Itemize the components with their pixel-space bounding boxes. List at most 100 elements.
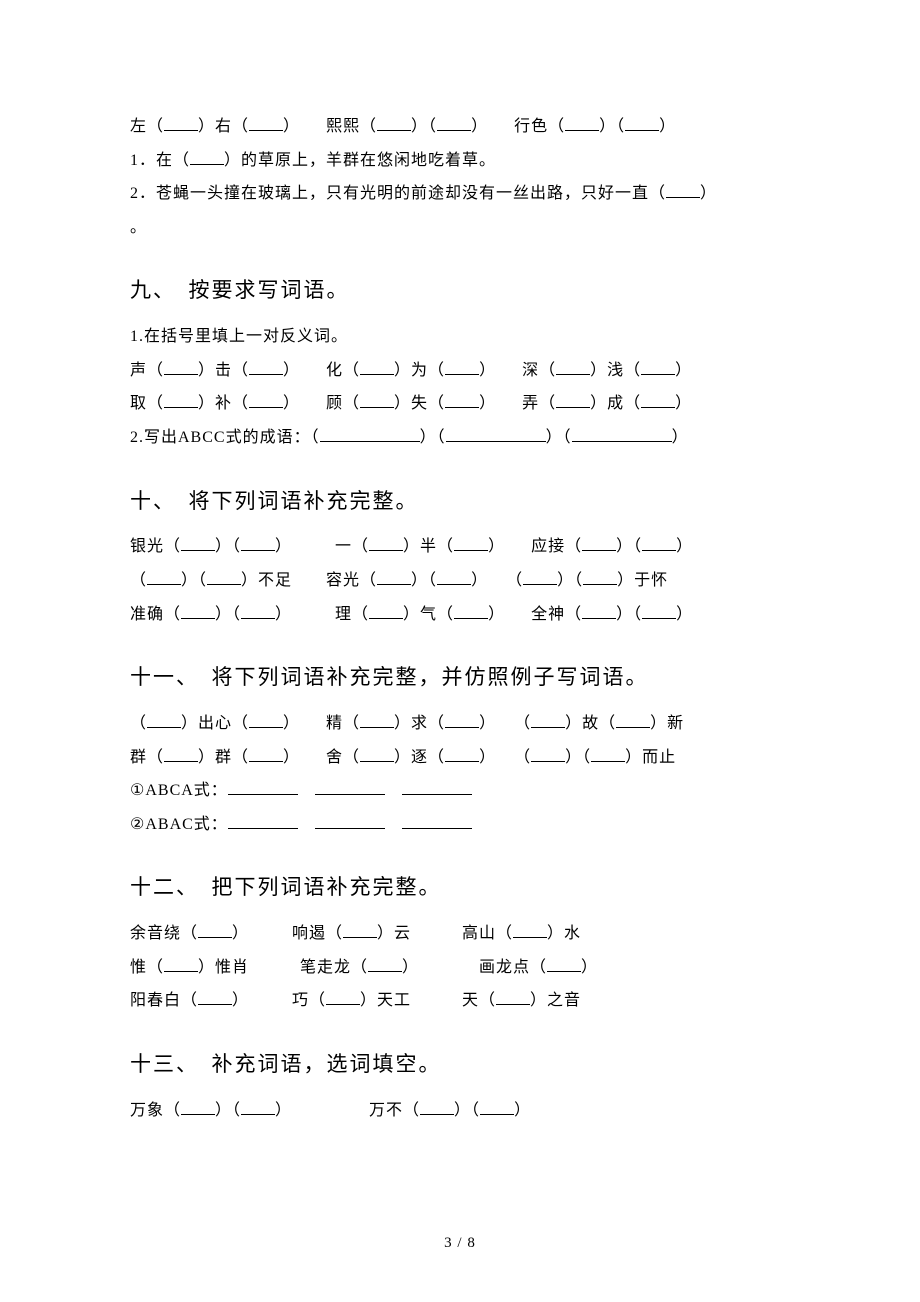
fill-blank[interactable] <box>377 114 411 131</box>
fill-blank[interactable] <box>454 534 488 551</box>
fill-blank[interactable] <box>445 358 479 375</box>
fill-blank[interactable] <box>181 602 215 619</box>
fill-blank[interactable] <box>249 391 283 408</box>
text: 银光（ <box>130 538 181 555</box>
fill-blank[interactable] <box>360 711 394 728</box>
fill-blank[interactable] <box>437 114 471 131</box>
fill-blank[interactable] <box>641 358 675 375</box>
text: ）（ <box>454 1102 480 1119</box>
fill-blank[interactable] <box>249 358 283 375</box>
fill-blank[interactable] <box>591 745 625 762</box>
fill-blank[interactable] <box>565 114 599 131</box>
fill-blank[interactable] <box>583 568 617 585</box>
fill-blank[interactable] <box>164 955 198 972</box>
text: ） 熙熙（ <box>283 118 377 135</box>
fill-blank[interactable] <box>164 745 198 762</box>
fill-blank[interactable] <box>241 1098 275 1115</box>
fill-blank[interactable] <box>402 778 472 795</box>
fill-blank[interactable] <box>369 534 403 551</box>
fill-blank[interactable] <box>147 711 181 728</box>
text: ） 顾（ <box>283 395 360 412</box>
fill-blank[interactable] <box>241 602 275 619</box>
fill-blank[interactable] <box>315 778 385 795</box>
fill-blank[interactable] <box>147 568 181 585</box>
fill-blank[interactable] <box>164 391 198 408</box>
text: ）气（ <box>403 606 454 623</box>
fill-blank[interactable] <box>181 534 215 551</box>
fill-blank[interactable] <box>377 568 411 585</box>
fill-blank[interactable] <box>369 602 403 619</box>
fill-blank[interactable] <box>556 358 590 375</box>
text: ）（ <box>565 749 591 766</box>
sec11-pattern1: ①ABCA式： <box>130 774 790 808</box>
text: ） <box>659 118 676 135</box>
text: 惟（ <box>130 959 164 976</box>
fill-blank[interactable] <box>198 988 232 1005</box>
fill-blank[interactable] <box>531 711 565 728</box>
fill-blank[interactable] <box>198 921 232 938</box>
fill-blank[interactable] <box>642 602 676 619</box>
text: ）（ <box>215 538 241 555</box>
fill-blank[interactable] <box>249 745 283 762</box>
worksheet-page: 左（）右（） 熙熙（）（） 行色（）（） 1．在（）的草原上，羊群在悠闲地吃着草… <box>0 0 920 1302</box>
fill-blank[interactable] <box>445 391 479 408</box>
section-9-heading: 九、 按要求写词语。 <box>130 272 790 310</box>
sec12-row3: 阳春白（） 巧（）天工 天（）之音 <box>130 984 790 1018</box>
fill-blank[interactable] <box>368 955 402 972</box>
fill-blank[interactable] <box>320 425 420 442</box>
fill-blank[interactable] <box>190 148 224 165</box>
fill-blank[interactable] <box>496 988 530 1005</box>
fill-blank[interactable] <box>249 114 283 131</box>
text: ） <box>581 959 598 976</box>
fill-blank[interactable] <box>523 568 557 585</box>
text: ）出心（ <box>181 715 249 732</box>
fill-blank[interactable] <box>164 114 198 131</box>
fill-blank[interactable] <box>547 955 581 972</box>
fill-blank[interactable] <box>582 602 616 619</box>
fill-blank[interactable] <box>666 181 700 198</box>
fill-blank[interactable] <box>616 711 650 728</box>
text: ） 万不（ <box>275 1102 420 1119</box>
fill-blank[interactable] <box>582 534 616 551</box>
fill-blank[interactable] <box>343 921 377 938</box>
fill-blank[interactable] <box>642 534 676 551</box>
fill-blank[interactable] <box>360 391 394 408</box>
fill-blank[interactable] <box>228 812 298 829</box>
sec11-row1: （）出心（） 精（）求（） （）故（）新 <box>130 707 790 741</box>
fill-blank[interactable] <box>641 391 675 408</box>
text: 阳春白（ <box>130 992 198 1009</box>
fill-blank[interactable] <box>445 711 479 728</box>
fill-blank[interactable] <box>480 1098 514 1115</box>
section-10-body: 银光（）（） 一（）半（） 应接（）（） （）（）不足 容光（）（） （）（）于… <box>130 530 790 631</box>
fill-blank[interactable] <box>207 568 241 585</box>
fill-blank[interactable] <box>249 711 283 728</box>
section-11-heading: 十一、 将下列词语补充完整，并仿照例子写词语。 <box>130 659 790 697</box>
fill-blank[interactable] <box>556 391 590 408</box>
fill-blank[interactable] <box>420 1098 454 1115</box>
fill-blank[interactable] <box>572 425 672 442</box>
fill-blank[interactable] <box>454 602 488 619</box>
fill-blank[interactable] <box>445 745 479 762</box>
text: 2.写出ABCC式的成语：（ <box>130 429 320 446</box>
fill-blank[interactable] <box>326 988 360 1005</box>
fill-blank[interactable] <box>181 1098 215 1115</box>
fill-blank[interactable] <box>360 745 394 762</box>
fill-blank[interactable] <box>402 812 472 829</box>
fill-blank[interactable] <box>625 114 659 131</box>
sec9-row2: 取（）补（） 顾（）失（） 弄（）成（） <box>130 387 790 421</box>
fill-blank[interactable] <box>446 425 546 442</box>
fill-blank[interactable] <box>513 921 547 938</box>
text: ） （ <box>471 572 523 589</box>
fill-blank[interactable] <box>531 745 565 762</box>
fill-blank[interactable] <box>315 812 385 829</box>
section-12-heading: 十二、 把下列词语补充完整。 <box>130 869 790 907</box>
text: 2．苍蝇一头撞在玻璃上，只有光明的前途却没有一丝出路，只好一直（ <box>130 185 666 202</box>
fill-blank[interactable] <box>241 534 275 551</box>
fill-blank[interactable] <box>228 778 298 795</box>
text: ） 巧（ <box>232 992 326 1009</box>
fill-blank[interactable] <box>437 568 471 585</box>
text: ）逐（ <box>394 749 445 766</box>
text: 1．在（ <box>130 152 190 169</box>
fill-blank[interactable] <box>360 358 394 375</box>
fill-blank[interactable] <box>164 358 198 375</box>
